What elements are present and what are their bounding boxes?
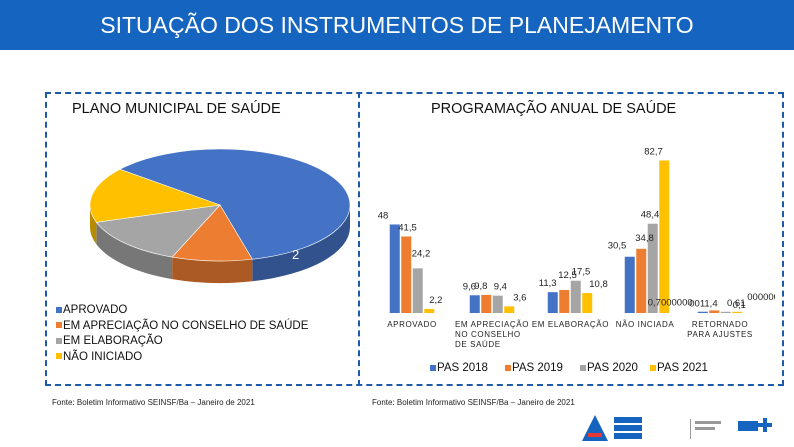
page-title: SITUAÇÃO DOS INSTRUMENTOS DE PLANEJAMENT… (100, 12, 694, 38)
bar-pas-2021-1 (424, 308, 435, 313)
pie-source: Fonte: Boletim Informativo SEINSF/Ba – J… (52, 398, 255, 407)
pie-legend-label: APROVADO (63, 304, 128, 316)
bar-pas-2019-3 (559, 289, 570, 313)
pie-slice-2 (171, 204, 253, 262)
pie-legend-label: EM APRECIAÇÃO NO CONSELHO DE SAÚDE (63, 319, 309, 332)
pie-legend-item: NÃO INICIADO (56, 351, 142, 363)
pie-legend-item: EM ELABORAÇÃO (56, 335, 163, 347)
pie-chart-title: PLANO MUNICIPAL DE SAÚDE (72, 101, 281, 117)
bar-pas-2021-4 (659, 160, 670, 313)
bar-value-label: 41,5 (398, 222, 417, 233)
bar-value-label: 12,5 (558, 270, 577, 281)
legend-swatch (580, 364, 586, 371)
pie-slice-4 (89, 168, 221, 223)
bar-pas-2021-2 (504, 306, 515, 313)
bar-legend-label: PAS 2020 (587, 362, 638, 374)
bar-value-label: 10,8 (589, 279, 608, 290)
bar-value-label: 2,2 (429, 295, 442, 306)
bar-legend-item: PAS 2020 (580, 362, 638, 374)
bar-pas-2020-1 (412, 268, 423, 313)
bar-value-label: 9,4 (494, 282, 507, 293)
bar-chart-title: PROGRAMAÇÃO ANUAL DE SAÚDE (431, 101, 677, 117)
pie-legend-label: EM ELABORAÇÃO (63, 335, 163, 347)
pie-legend-item: EM APRECIAÇÃO NO CONSELHO DE SAÚDE (56, 320, 308, 332)
bar-value-label: 0,7000000 (648, 298, 693, 309)
footer-logos (582, 415, 772, 441)
pie-legend-label: NÃO INICIADO (63, 350, 143, 363)
bar-pas-2019-2 (481, 294, 492, 313)
bar-pas-2020-2 (492, 295, 503, 313)
bar-pas-2019-1 (401, 236, 412, 313)
legend-swatch (505, 364, 511, 371)
bar-category-label: APROVADO (387, 320, 437, 329)
bar-legend-label: PAS 2018 (437, 362, 488, 374)
legend-swatch (430, 364, 436, 371)
bar-value-label: 48 (378, 210, 389, 221)
bar-category-label: NÃO INCIADA (616, 320, 675, 329)
bar-category-label: PARA AJUSTES (687, 330, 753, 339)
bar-value-label: 30,5 (608, 241, 627, 252)
header-bar: SITUAÇÃO DOS INSTRUMENTOS DE PLANEJAMENT… (0, 0, 794, 50)
bar-value-label: 82,7 (644, 146, 663, 157)
pie-data-label-4: 2 (292, 247, 299, 262)
bar-value-label: 0011,4 (689, 298, 717, 309)
bar-category-label: RETORNADO (692, 320, 748, 329)
content-frame (45, 92, 784, 386)
bar-category-label: NO CONSELHO (455, 330, 521, 339)
legend-swatch (56, 306, 62, 313)
bar-legend-label: PAS 2019 (512, 362, 563, 374)
bar-pas-2021-5 (732, 311, 743, 313)
bar-legend-item: PAS 2018 (430, 362, 488, 374)
legend-swatch (650, 364, 656, 371)
bar-pas-2019-4 (636, 248, 647, 313)
pie-side-4 (90, 205, 97, 245)
bar-value-label: 0,61 (727, 298, 746, 309)
bar-value-label: 0,1 (733, 300, 746, 311)
bar-value-label: 48,4 (641, 210, 660, 221)
bar-value-label: 24,2 (412, 248, 431, 259)
bar-legend-item: PAS 2021 (650, 362, 708, 374)
bar-legend-item: PAS 2019 (505, 362, 563, 374)
bar-value-label: 9,8 (474, 281, 487, 292)
bar-value-label: 17,5 (572, 267, 591, 278)
bar-pas-2020-4 (647, 223, 658, 313)
governo-logo-icon (614, 417, 642, 439)
bar-value-label: 0000000 (747, 292, 775, 303)
bar-value-label: 9,6 (463, 281, 476, 292)
pie-side-1 (252, 205, 350, 282)
bar-source: Fonte: Boletim Informativo SEINSF/Ba – J… (372, 398, 575, 407)
secretaria-logo-icon (690, 419, 721, 439)
legend-swatch (56, 353, 62, 360)
pie-side-3 (96, 222, 173, 280)
bar-pas-2020-3 (570, 280, 581, 313)
bar-pas-2020-5 (720, 311, 731, 313)
bahia-logo-icon (582, 415, 608, 441)
bar-pas-2018-4 (624, 256, 635, 313)
pie-data-label-1: 14% (133, 128, 159, 143)
bar-value-label: 3,6 (513, 292, 526, 303)
bar-legend-label: PAS 2021 (657, 362, 708, 374)
bar-pas-2018-1 (389, 224, 400, 313)
bar-value-label: 34,8 (635, 233, 654, 244)
panel-divider (358, 92, 360, 386)
bar-value-label: 11,3 (539, 278, 557, 289)
sus-logo-icon (738, 418, 772, 432)
legend-swatch (56, 322, 62, 329)
pie-data-label-2: 5 (52, 165, 59, 180)
bar-pas-2019-5 (709, 310, 720, 313)
bar-category-label: DE SAÚDE (455, 340, 501, 349)
bar-pas-2018-3 (547, 292, 558, 313)
pie-slice-1 (119, 148, 351, 260)
bar-chart: 48 9,6 11,3 30,5 0,7000000 41,5 9,8 12,5 34,8 001… (378, 146, 775, 349)
pie-data-label-3: 3 (58, 236, 65, 251)
pie-side-2 (172, 257, 253, 283)
pie-chart: 14% 5 3 2 (52, 128, 351, 283)
bar-pas-2018-2 (469, 295, 480, 313)
legend-swatch (56, 337, 62, 344)
pie-legend-item: APROVADO (56, 304, 127, 316)
bar-category-label: EM APRECIAÇÃO EM ELABORAÇÃO (455, 320, 609, 329)
bar-pas-2018-5 (697, 311, 708, 313)
bar-pas-2021-3 (582, 293, 593, 313)
